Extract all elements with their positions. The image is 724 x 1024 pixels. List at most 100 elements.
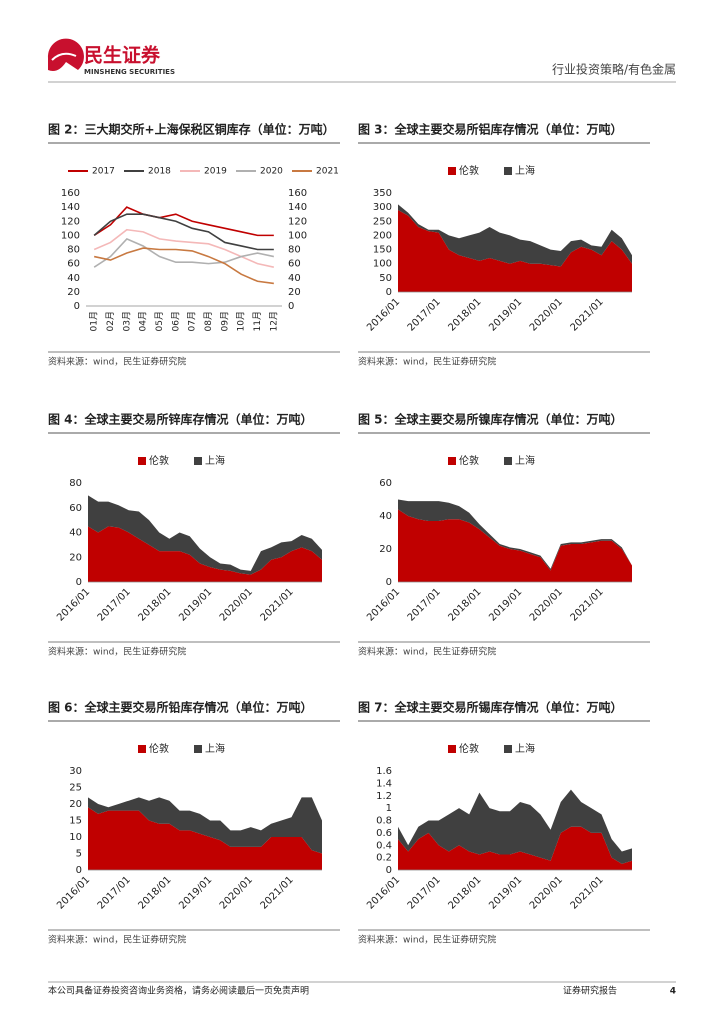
legend-label: 2021 <box>316 167 339 177</box>
legend-label: 2018 <box>148 167 171 177</box>
series-line <box>93 206 274 237</box>
y2-tick-label: 20 <box>288 287 301 298</box>
x-tick-label: 09月 <box>219 311 230 331</box>
x-tick-label: 2016/01 <box>365 874 402 911</box>
stacked-area <box>398 209 632 292</box>
y2-tick-label: 60 <box>288 259 301 270</box>
y-tick-label: 0 <box>386 577 392 588</box>
legend-swatch <box>138 457 146 465</box>
x-tick-label: 2018/01 <box>136 586 173 623</box>
series-line <box>93 228 275 268</box>
y-tick-label: 1 <box>386 803 392 814</box>
y-tick-label: 350 <box>373 188 392 199</box>
legend-label: 2019 <box>204 167 227 177</box>
y-tick-label: 30 <box>69 766 82 777</box>
y-tick-label: 20 <box>69 552 82 563</box>
x-tick-label: 2020/01 <box>218 874 255 911</box>
report-type: 证券研究报告 <box>563 985 617 997</box>
x-tick-label: 2021/01 <box>569 586 606 623</box>
figure-title: 图 4：全球主要交易所锌库存情况（单位：万吨） <box>48 412 313 427</box>
y-tick-label: 0 <box>74 301 80 312</box>
legend-label: 2020 <box>260 167 283 177</box>
figure-title: 图 5：全球主要交易所镍库存情况（单位：万吨） <box>358 412 623 427</box>
x-tick-label: 2019/01 <box>487 874 524 911</box>
y-tick-label: 80 <box>67 245 80 256</box>
y-tick-label: 0.2 <box>376 853 392 864</box>
x-tick-label: 05月 <box>154 311 165 331</box>
y-tick-label: 150 <box>373 245 392 256</box>
legend-label: 上海 <box>515 742 535 755</box>
stacked-area <box>398 826 632 870</box>
y-tick-label: 80 <box>69 478 82 489</box>
x-tick-label: 03月 <box>121 311 132 331</box>
x-tick-label: 12月 <box>268 311 279 331</box>
y2-tick-label: 140 <box>288 202 307 213</box>
y2-tick-label: 100 <box>288 230 307 241</box>
x-tick-label: 04月 <box>138 311 149 331</box>
logo-subtext: MINSHENG SECURITIES <box>84 68 175 76</box>
x-tick-label: 2018/01 <box>446 586 483 623</box>
legend-swatch <box>448 745 456 753</box>
x-tick-label: 2020/01 <box>528 586 565 623</box>
section-label: 行业投资策略/有色金属 <box>552 62 676 77</box>
x-tick-label: 11月 <box>252 311 263 331</box>
y2-tick-label: 0 <box>288 301 294 312</box>
y-tick-label: 0 <box>386 865 392 876</box>
x-tick-label: 2016/01 <box>365 586 402 623</box>
x-tick-label: 2019/01 <box>487 296 524 333</box>
y2-tick-label: 80 <box>288 245 301 256</box>
y-tick-label: 5 <box>76 849 82 860</box>
figure-title: 图 7：全球主要交易所锡库存情况（单位：万吨） <box>358 700 623 715</box>
legend-swatch <box>194 745 202 753</box>
y-tick-label: 20 <box>67 287 80 298</box>
stacked-area <box>398 499 632 571</box>
figure-title: 图 3：全球主要交易所铝库存情况（单位：万吨） <box>358 122 623 137</box>
legend-label: 上海 <box>515 164 535 177</box>
figure-title: 图 2：三大期交所+上海保税区铜库存（单位：万吨） <box>48 122 335 137</box>
legend-label: 上海 <box>515 454 535 467</box>
y-tick-label: 20 <box>379 544 392 555</box>
legend-swatch <box>138 745 146 753</box>
stacked-area <box>88 807 322 870</box>
page-number: 4 <box>670 987 676 997</box>
y-tick-label: 10 <box>69 832 82 843</box>
y-tick-label: 0 <box>76 577 82 588</box>
x-tick-label: 2020/01 <box>528 296 565 333</box>
x-tick-label: 2019/01 <box>177 874 214 911</box>
y-tick-label: 250 <box>373 216 392 227</box>
x-tick-label: 01月 <box>89 311 100 331</box>
legend-swatch <box>504 745 512 753</box>
x-tick-label: 08月 <box>203 311 214 331</box>
stacked-area <box>398 204 632 267</box>
disclaimer: 本公司具备证券投资咨询业务资格，请务必阅读最后一页免责声明 <box>48 985 309 997</box>
figure-source: 资料来源：wind，民生证券研究院 <box>358 356 496 368</box>
stacked-area <box>88 526 322 582</box>
stacked-area <box>398 789 632 864</box>
figure-source: 资料来源：wind，民生证券研究院 <box>358 934 496 946</box>
y-tick-label: 50 <box>379 273 392 284</box>
y-tick-label: 0.8 <box>376 816 392 827</box>
legend-label: 伦敦 <box>459 454 479 467</box>
y-tick-label: 1.6 <box>376 766 392 777</box>
y-tick-label: 1.2 <box>376 791 392 802</box>
y-tick-label: 100 <box>61 230 80 241</box>
x-tick-label: 2018/01 <box>446 296 483 333</box>
y-tick-label: 160 <box>61 188 80 199</box>
figure-title: 图 6：全球主要交易所铅库存情况（单位：万吨） <box>48 700 313 715</box>
x-tick-label: 06月 <box>170 311 181 331</box>
x-tick-label: 2021/01 <box>569 296 606 333</box>
legend-swatch <box>504 457 512 465</box>
legend-label: 伦敦 <box>149 742 169 755</box>
legend-swatch <box>448 457 456 465</box>
y-tick-label: 60 <box>67 259 80 270</box>
legend-swatch <box>448 167 456 175</box>
figure-source: 资料来源：wind，民生证券研究院 <box>48 646 186 658</box>
stacked-area <box>88 495 322 575</box>
y-tick-label: 1.4 <box>376 778 392 789</box>
x-tick-label: 2017/01 <box>96 874 133 911</box>
series-line <box>93 237 275 268</box>
y-tick-label: 100 <box>373 259 392 270</box>
stacked-area <box>88 797 322 854</box>
legend-label: 伦敦 <box>149 454 169 467</box>
